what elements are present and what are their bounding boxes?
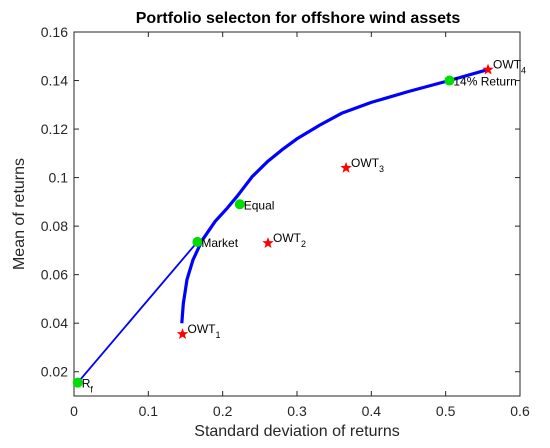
y-tick-label: 0.02	[41, 364, 68, 380]
asset-point: OWT2	[262, 231, 306, 249]
y-tick-label: 0.08	[41, 218, 68, 234]
point-label: Market	[201, 236, 238, 250]
y-tick-label: 0.1	[49, 170, 69, 186]
asset-point: OWT1	[176, 322, 221, 340]
y-tick-label: 0.12	[41, 121, 68, 137]
x-tick-label: 0.1	[139, 403, 159, 419]
point-label-text: R	[82, 377, 91, 391]
x-axis-ticks: 0 0.1 0.2 0.3 0.4 0.5 0.6	[70, 32, 530, 419]
y-axis-label: Mean of returns	[11, 158, 28, 270]
point-label-subscript: 4	[521, 66, 526, 76]
x-tick-label: 0.4	[362, 403, 382, 419]
y-tick-label: 0.06	[41, 267, 68, 283]
point-label-subscript: 1	[216, 330, 221, 340]
point-label-subscript: 2	[301, 239, 306, 249]
portfolio-point: Market	[192, 236, 239, 250]
y-tick-label: 0.14	[41, 73, 68, 89]
point-label: Equal	[244, 198, 275, 212]
point-label-text: 14% Return	[453, 75, 516, 89]
point-label-text: Market	[201, 236, 238, 250]
star-marker	[340, 161, 352, 173]
x-tick-label: 0.6	[510, 403, 530, 419]
circle-marker	[444, 75, 455, 86]
x-axis-label: Standard deviation of returns	[194, 423, 399, 440]
x-tick-label: 0.2	[213, 403, 233, 419]
x-tick-label: 0.3	[287, 403, 307, 419]
star-marker	[482, 63, 494, 75]
point-label-text: OWT	[351, 156, 380, 170]
frontier-layer	[77, 68, 489, 384]
point-label: OWT2	[273, 231, 306, 249]
point-label-subscript: 3	[379, 164, 384, 174]
plot-area	[73, 31, 521, 397]
circle-marker	[72, 377, 83, 388]
y-tick-label: 0.04	[41, 315, 68, 331]
portfolio-point: 14% Return	[444, 75, 517, 89]
y-axis-ticks: 0.02 0.04 0.06 0.08 0.1 0.12 0.14 0.16	[41, 24, 520, 380]
portfolio-point: Equal	[234, 198, 275, 212]
asset-point: OWT4	[482, 58, 526, 76]
point-label-text: Equal	[244, 198, 275, 212]
efficient-frontier-line	[180, 68, 489, 324]
point-label-subscript: f	[90, 385, 93, 395]
x-tick-label: 0.5	[436, 403, 456, 419]
capital-market-line	[77, 241, 199, 384]
y-tick-label: 0.16	[41, 24, 68, 40]
point-label: OWT3	[351, 156, 384, 174]
circle-marker	[234, 199, 245, 210]
circle-marker	[192, 236, 203, 247]
chart-title: Portfolio selecton for offshore wind ass…	[136, 10, 461, 27]
point-label-text: OWT	[273, 231, 302, 245]
point-label: Rf	[82, 377, 94, 395]
point-label: OWT4	[493, 58, 526, 76]
point-label: 14% Return	[453, 75, 516, 89]
point-label: OWT1	[188, 322, 221, 340]
asset-point: OWT3	[340, 156, 384, 174]
star-marker	[262, 237, 274, 248]
star-marker	[176, 328, 189, 339]
point-label-text: OWT	[493, 58, 522, 72]
x-tick-label: 0	[70, 403, 78, 419]
portfolio-point: Rf	[72, 377, 94, 395]
point-label-text: OWT	[188, 322, 217, 336]
